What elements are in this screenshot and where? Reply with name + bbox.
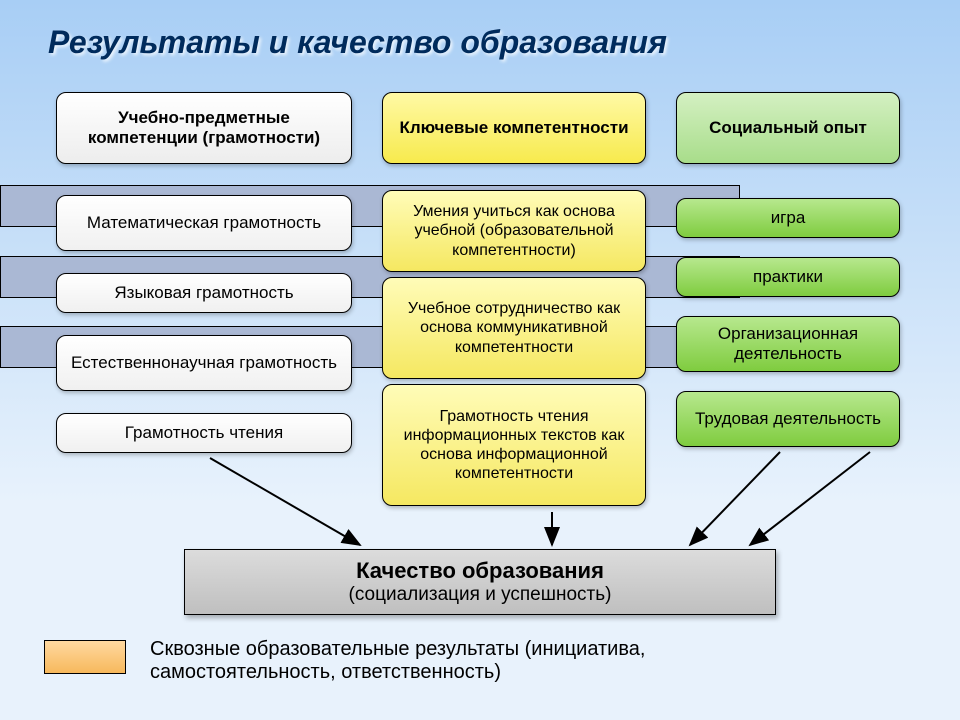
footnote-line2: самостоятельность, ответственность) xyxy=(150,661,645,684)
col2-item-1: Учебное сотрудничество как основа коммун… xyxy=(382,277,646,379)
col2-item-2: Грамотность чтения информационных тексто… xyxy=(382,384,646,506)
page-title: Результаты и качество образования xyxy=(48,24,667,61)
col3-item-3: Трудовая деятельность xyxy=(676,391,900,447)
col1-item-2: Естественнонаучная грамотность xyxy=(56,335,352,391)
col3-item-1: практики xyxy=(676,257,900,297)
col3-header: Социальный опыт xyxy=(676,92,900,164)
col1-item-0: Математическая грамотность xyxy=(56,195,352,251)
footnote: Сквозные образовательные результаты (ини… xyxy=(150,638,645,684)
col1-item-1: Языковая грамотность xyxy=(56,273,352,313)
quality-title: Качество образования xyxy=(205,558,755,584)
quality-box: Качество образования (социализация и усп… xyxy=(184,549,776,615)
col2-header: Ключевые компетентности xyxy=(382,92,646,164)
col3-item-0: игра xyxy=(676,198,900,238)
col1-header: Учебно-предметные компетенции (грамотнос… xyxy=(56,92,352,164)
col2-item-0: Умения учиться как основа учебной (образ… xyxy=(382,190,646,272)
col1-item-3: Грамотность чтения xyxy=(56,413,352,453)
footnote-line1: Сквозные образовательные результаты (ини… xyxy=(150,638,645,661)
quality-subtitle: (социализация и успешность) xyxy=(205,584,755,606)
small-orange-box xyxy=(44,640,126,674)
col3-item-2: Организационная деятельность xyxy=(676,316,900,372)
